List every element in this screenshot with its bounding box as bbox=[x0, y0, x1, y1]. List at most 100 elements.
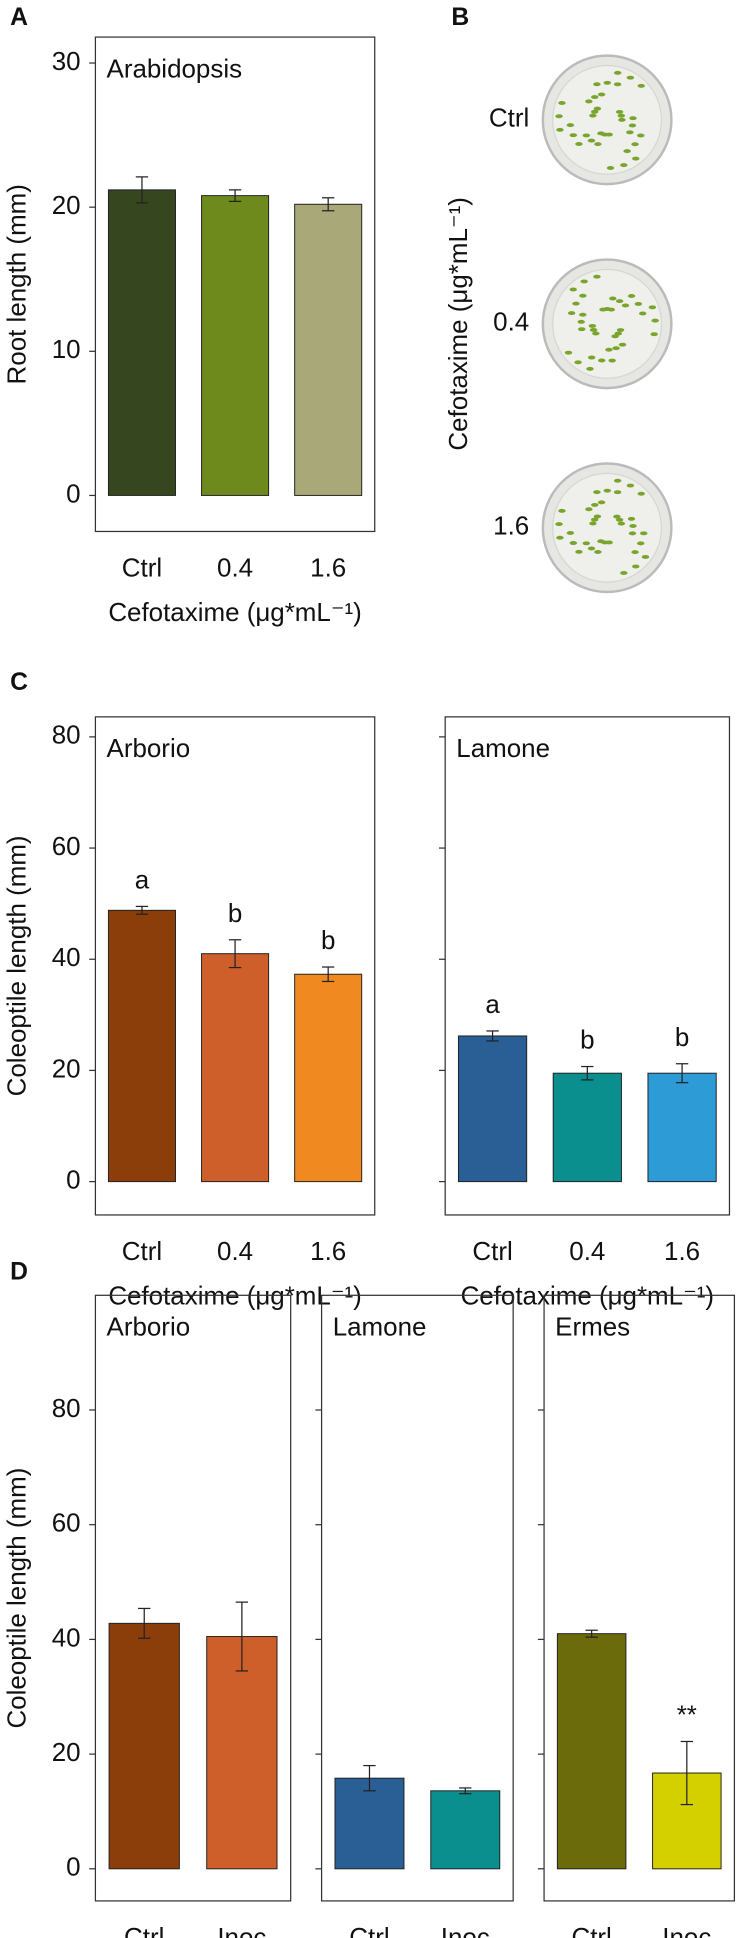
seedling bbox=[590, 109, 599, 114]
seedling bbox=[569, 541, 578, 546]
seedling bbox=[650, 332, 658, 337]
seedling bbox=[599, 307, 607, 312]
panel-label: B bbox=[451, 4, 469, 31]
seedling bbox=[612, 346, 620, 351]
seedling bbox=[628, 123, 637, 128]
x-tick-label: Inoc bbox=[217, 1924, 266, 1938]
y-tick-label: 20 bbox=[52, 192, 81, 220]
seedling bbox=[606, 165, 615, 170]
seedling bbox=[631, 550, 639, 555]
seedling bbox=[572, 301, 580, 306]
petri-dish-inner bbox=[552, 268, 663, 379]
panel-title: Lamone bbox=[456, 735, 550, 763]
seedling bbox=[603, 488, 611, 493]
category-label: 0.4 bbox=[493, 309, 529, 337]
seedling bbox=[603, 80, 611, 85]
seedling bbox=[613, 514, 621, 519]
bar bbox=[294, 203, 363, 496]
seedling bbox=[627, 294, 636, 298]
seedling bbox=[575, 549, 583, 554]
seedling bbox=[626, 130, 634, 135]
error-bar bbox=[228, 939, 242, 969]
panel-title: Arborio bbox=[107, 735, 191, 763]
petri-dish-inner bbox=[552, 472, 663, 583]
panel-title: Arabidopsis bbox=[107, 55, 243, 83]
error-bar bbox=[135, 905, 149, 915]
x-tick-label: Ctrl bbox=[124, 1924, 164, 1938]
seedling bbox=[637, 491, 645, 496]
error-bar bbox=[138, 1607, 151, 1639]
y-tick-label: 40 bbox=[52, 944, 81, 972]
annotation: ** bbox=[677, 1702, 697, 1730]
seedling bbox=[608, 358, 616, 363]
bar bbox=[556, 1633, 627, 1870]
seedling bbox=[626, 75, 635, 80]
x-tick-label: Ctrl bbox=[349, 1924, 389, 1938]
x-tick-label: 1.6 bbox=[310, 555, 346, 583]
y-tick-label: 80 bbox=[52, 1395, 81, 1423]
seedling bbox=[651, 318, 659, 323]
seedling bbox=[613, 478, 622, 483]
bar bbox=[107, 909, 176, 1183]
seedling bbox=[620, 570, 628, 575]
plot-frame bbox=[94, 36, 376, 533]
panel-label: A bbox=[10, 4, 28, 31]
x-tick-label: 0.4 bbox=[217, 555, 253, 583]
y-tick-label: 60 bbox=[52, 1510, 81, 1538]
petri-dish-inner bbox=[552, 64, 663, 175]
bar bbox=[201, 195, 270, 496]
seedling bbox=[648, 305, 657, 310]
seedling bbox=[638, 311, 647, 316]
x-tick-label: 1.6 bbox=[310, 1238, 346, 1266]
y-tick-label: 60 bbox=[52, 833, 81, 861]
y-axis-label: Coleoptile length (mm) bbox=[4, 835, 32, 1096]
seedling bbox=[593, 514, 602, 519]
seedling bbox=[592, 331, 600, 336]
seedling bbox=[628, 531, 637, 536]
seedling bbox=[587, 138, 596, 143]
plot-frame bbox=[543, 1294, 736, 1902]
seedling bbox=[637, 133, 645, 138]
error-bar bbox=[675, 1063, 689, 1084]
bar bbox=[108, 1622, 180, 1870]
bar bbox=[552, 1072, 622, 1183]
x-tick-label: Ctrl bbox=[122, 555, 162, 583]
error-bar bbox=[581, 1065, 594, 1081]
seedling bbox=[617, 521, 626, 526]
y-tick-label: 10 bbox=[52, 336, 81, 364]
annotation: b bbox=[228, 900, 242, 928]
seedling bbox=[582, 541, 591, 546]
error-bar bbox=[235, 1601, 249, 1672]
bar bbox=[457, 1035, 528, 1183]
seedling bbox=[621, 303, 630, 308]
seedling bbox=[615, 299, 624, 304]
seedling bbox=[616, 328, 625, 333]
x-tick-label: Inoc bbox=[662, 1924, 711, 1938]
seedling bbox=[627, 516, 636, 521]
seedling bbox=[613, 490, 622, 495]
bar bbox=[107, 189, 176, 496]
seedling bbox=[589, 327, 598, 332]
annotation: a bbox=[135, 867, 150, 895]
x-tick-label: Inoc bbox=[441, 1924, 490, 1938]
seedling bbox=[597, 358, 606, 363]
seedling bbox=[617, 113, 626, 118]
seedling bbox=[590, 517, 599, 522]
seedling bbox=[582, 133, 591, 138]
bar bbox=[430, 1790, 501, 1870]
seedling bbox=[593, 106, 602, 111]
seedling bbox=[629, 524, 637, 529]
x-tick-label: Ctrl bbox=[571, 1924, 611, 1938]
y-tick-label: 20 bbox=[52, 1055, 81, 1083]
plot-frame bbox=[444, 716, 731, 1216]
annotation: b bbox=[321, 927, 335, 955]
seedling bbox=[569, 287, 577, 292]
seedling bbox=[632, 156, 640, 161]
panel-title: Lamone bbox=[333, 1314, 427, 1342]
x-tick-label: 1.6 bbox=[664, 1238, 700, 1266]
seedling bbox=[591, 502, 599, 507]
seedling bbox=[555, 522, 563, 527]
error-bar bbox=[486, 1030, 499, 1042]
